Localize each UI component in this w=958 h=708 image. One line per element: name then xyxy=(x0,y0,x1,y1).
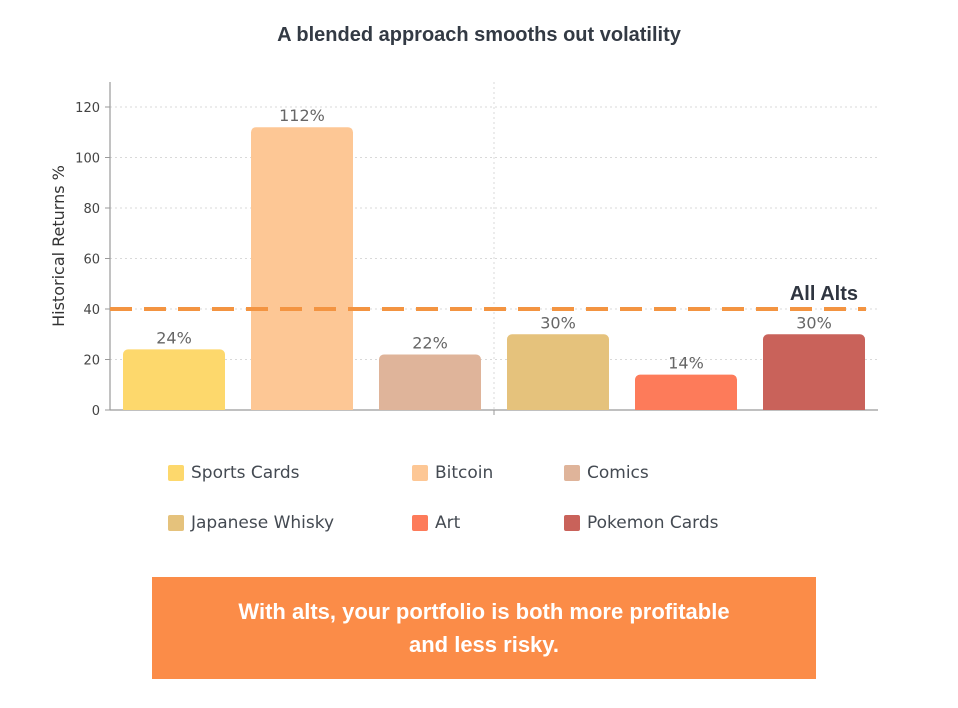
bar-data-label: 30% xyxy=(540,313,576,332)
legend-item: Pokemon Cards xyxy=(564,512,719,534)
bar xyxy=(763,334,865,410)
bar-data-label: 22% xyxy=(412,333,448,352)
legend-item: Bitcoin xyxy=(412,462,493,484)
y-tick-label: 20 xyxy=(83,354,100,369)
legend-label: Japanese Whisky xyxy=(191,513,335,533)
legend-swatch xyxy=(564,515,580,531)
bar-data-label: 30% xyxy=(796,313,832,332)
y-tick-label: 80 xyxy=(83,202,100,217)
bar-data-label: 14% xyxy=(668,354,704,373)
y-tick-label: 0 xyxy=(92,404,100,419)
legend-item: Comics xyxy=(564,462,649,484)
y-axis-label: Historical Returns % xyxy=(49,165,68,327)
y-tick-label: 120 xyxy=(75,101,100,116)
bar-base xyxy=(763,404,865,410)
bar-base xyxy=(123,404,225,410)
bar-base xyxy=(379,404,481,410)
chart-title: A blended approach smooths out volatilit… xyxy=(277,24,681,46)
legend-label: Comics xyxy=(587,463,649,483)
bar xyxy=(635,374,737,410)
legend-item: Sports Cards xyxy=(168,462,300,484)
legend-label: Bitcoin xyxy=(435,463,494,483)
legend-swatch xyxy=(168,465,184,481)
legend-label: Sports Cards xyxy=(191,463,300,483)
legend-swatch xyxy=(564,465,580,481)
legend-swatch xyxy=(412,465,428,481)
legend-label: Art xyxy=(435,513,461,533)
bar-base xyxy=(635,404,737,410)
legend-swatch xyxy=(168,515,184,531)
callout-line-1: With alts, your portfolio is both more p… xyxy=(238,599,730,624)
bar xyxy=(379,354,481,410)
legend-swatch xyxy=(412,515,428,531)
bar-data-label: 112% xyxy=(279,106,325,125)
y-tick-label: 40 xyxy=(83,303,100,318)
y-tick-label: 60 xyxy=(83,253,100,268)
bar xyxy=(507,334,609,410)
bar-base xyxy=(507,404,609,410)
callout-text: With alts, your portfolio is both more p… xyxy=(174,595,794,661)
y-tick-label: 100 xyxy=(75,152,100,167)
bar-data-label: 24% xyxy=(156,328,192,347)
bar xyxy=(251,127,353,410)
legend-label: Pokemon Cards xyxy=(587,513,719,533)
callout-banner: With alts, your portfolio is both more p… xyxy=(152,577,816,679)
legend-item: Japanese Whisky xyxy=(168,512,334,534)
bar-chart: 0 20 40 60 80 100 120 Historical Returns % 24% 11… xyxy=(49,82,878,419)
bar-base xyxy=(251,404,353,410)
legend-item: Art xyxy=(412,512,460,534)
callout-line-2: and less risky. xyxy=(408,632,559,657)
bar xyxy=(123,349,225,410)
all-alts-label: All Alts xyxy=(790,283,858,305)
